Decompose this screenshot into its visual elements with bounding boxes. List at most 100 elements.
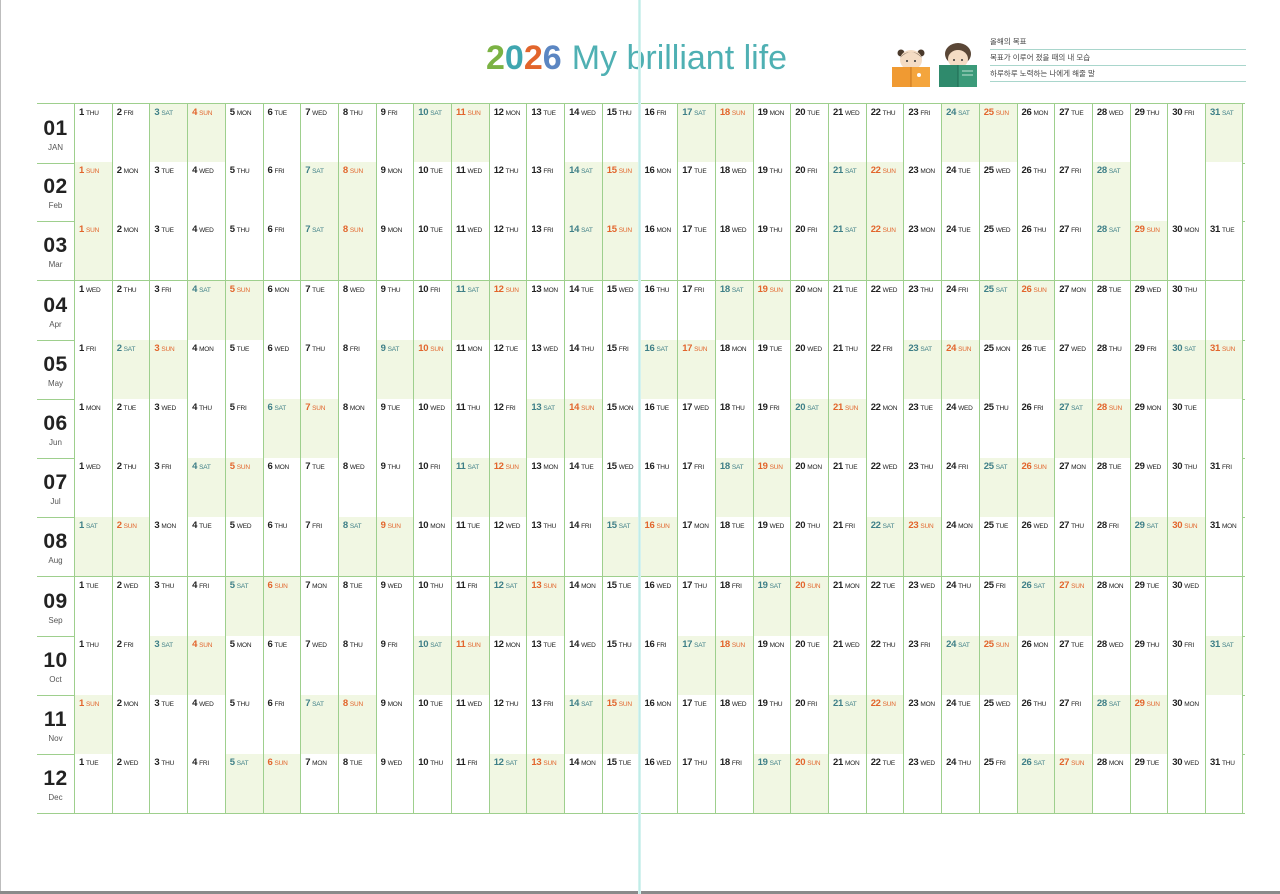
day-cell[interactable]: 22 SAT <box>865 517 904 577</box>
day-cell[interactable]: 21 SUN <box>828 399 866 458</box>
day-cell[interactable]: 31 FRI <box>1205 458 1243 518</box>
day-cell[interactable]: 20 FRI <box>790 162 829 222</box>
day-cell[interactable]: 7 WED <box>300 104 339 163</box>
day-cell[interactable]: 22 THU <box>865 635 904 695</box>
day-cell[interactable]: 2 SAT <box>111 339 150 399</box>
day-cell[interactable]: 10 FRI <box>413 458 452 518</box>
day-cell[interactable]: 8 SUN <box>337 221 376 281</box>
day-cell[interactable]: 8 TUE <box>337 576 376 636</box>
day-cell[interactable]: 22 SUN <box>865 162 904 222</box>
day-cell[interactable]: 23 WED <box>903 576 942 636</box>
day-cell[interactable]: 15 WED <box>601 280 640 340</box>
day-cell[interactable]: 20 SUN <box>790 576 829 636</box>
day-cell[interactable]: 2 FRI <box>111 635 150 695</box>
day-cell[interactable]: 25 FRI <box>978 754 1017 814</box>
day-cell[interactable]: 18 WED <box>714 162 753 222</box>
day-cell[interactable]: 21 MON <box>828 576 866 636</box>
day-cell[interactable]: 13 FRI <box>526 695 565 754</box>
day-cell[interactable]: 16 TUE <box>639 399 678 458</box>
day-cell[interactable]: 6 MON <box>262 280 301 340</box>
day-cell[interactable]: 9 MON <box>375 162 414 222</box>
day-cell[interactable]: 22 TUE <box>865 754 904 814</box>
day-cell[interactable]: 31 SAT <box>1205 635 1243 695</box>
day-cell[interactable]: 21 SAT <box>828 695 866 754</box>
day-cell[interactable]: 7 SUN <box>300 399 339 458</box>
day-cell[interactable]: 27 SUN <box>1054 754 1093 814</box>
day-cell[interactable]: 22 FRI <box>865 339 904 399</box>
day-cell[interactable]: 27 FRI <box>1054 695 1093 754</box>
day-cell[interactable]: 2 SUN <box>111 517 150 577</box>
day-cell[interactable]: 29 THU <box>1129 104 1168 163</box>
day-cell[interactable]: 9 MON <box>375 695 414 754</box>
day-cell[interactable]: 26 WED <box>1016 517 1055 577</box>
day-cell[interactable]: 17 TUE <box>677 162 716 222</box>
day-cell[interactable]: 16 MON <box>639 221 678 281</box>
day-cell[interactable]: 27 MON <box>1054 458 1093 518</box>
day-cell[interactable]: 19 SAT <box>752 576 791 636</box>
day-cell[interactable]: 17 WED <box>677 399 716 458</box>
day-cell[interactable]: 18 WED <box>714 695 753 754</box>
day-cell[interactable]: 22 THU <box>865 104 904 163</box>
day-cell[interactable]: 12 SUN <box>488 458 527 518</box>
day-cell[interactable]: 26 SUN <box>1016 458 1055 518</box>
day-cell[interactable]: 23 MON <box>903 221 942 281</box>
day-cell[interactable]: 11 WED <box>451 695 489 754</box>
day-cell[interactable]: 17 SAT <box>677 635 716 695</box>
day-cell[interactable]: 15 SUN <box>601 695 640 754</box>
day-cell[interactable]: 27 TUE <box>1054 635 1093 695</box>
day-cell[interactable]: 27 FRI <box>1054 221 1093 281</box>
day-cell[interactable]: 7 WED <box>300 635 339 695</box>
day-cell[interactable]: 24 FRI <box>941 458 980 518</box>
day-cell[interactable]: 19 THU <box>752 695 791 754</box>
day-cell[interactable]: 12 TUE <box>488 339 527 399</box>
day-cell[interactable]: 29 MON <box>1129 399 1168 458</box>
day-cell[interactable]: 1 WED <box>74 280 112 340</box>
day-cell[interactable]: 11 SAT <box>451 280 489 340</box>
day-cell[interactable]: 23 FRI <box>903 635 942 695</box>
day-cell[interactable]: 2 FRI <box>111 104 150 163</box>
day-cell[interactable]: 16 WED <box>639 576 678 636</box>
day-cell[interactable]: 4 WED <box>187 695 226 754</box>
day-cell[interactable]: 10 SUN <box>413 339 452 399</box>
day-cell[interactable]: 15 SAT <box>601 517 640 577</box>
day-cell[interactable]: 20 THU <box>790 517 829 577</box>
day-cell[interactable]: 15 TUE <box>601 576 640 636</box>
day-cell[interactable]: 13 MON <box>526 458 565 518</box>
day-cell[interactable]: 1 MON <box>74 399 112 458</box>
day-cell[interactable]: 6 THU <box>262 517 301 577</box>
day-cell[interactable]: 30 WED <box>1167 754 1206 814</box>
day-cell[interactable]: 29 SUN <box>1129 221 1168 281</box>
day-cell[interactable]: 11 SUN <box>451 635 489 695</box>
day-cell[interactable]: 26 MON <box>1016 635 1055 695</box>
day-cell[interactable]: 20 SUN <box>790 754 829 814</box>
day-cell[interactable]: 11 WED <box>451 162 489 222</box>
day-cell[interactable]: 16 FRI <box>639 635 678 695</box>
day-cell[interactable]: 5 FRI <box>224 399 263 458</box>
day-cell[interactable]: 30 THU <box>1167 280 1206 340</box>
day-cell[interactable]: 23 SUN <box>903 517 942 577</box>
day-cell[interactable]: 13 TUE <box>526 104 565 163</box>
day-cell[interactable]: 26 SAT <box>1016 754 1055 814</box>
day-cell[interactable]: 8 FRI <box>337 339 376 399</box>
day-cell[interactable]: 26 FRI <box>1016 399 1055 458</box>
day-cell[interactable]: 13 SUN <box>526 576 565 636</box>
day-cell[interactable]: 2 MON <box>111 695 150 754</box>
day-cell[interactable]: 23 MON <box>903 162 942 222</box>
day-cell[interactable]: 7 SAT <box>300 221 339 281</box>
day-cell[interactable]: 15 FRI <box>601 339 640 399</box>
day-cell[interactable]: 6 TUE <box>262 635 301 695</box>
day-cell[interactable]: 20 MON <box>790 458 829 518</box>
day-cell[interactable]: 18 SAT <box>714 458 753 518</box>
day-cell[interactable]: 14 FRI <box>564 517 603 577</box>
day-cell[interactable]: 17 TUE <box>677 695 716 754</box>
day-cell[interactable]: 1 FRI <box>74 339 112 399</box>
day-cell[interactable]: 11 FRI <box>451 754 489 814</box>
day-cell[interactable]: 18 FRI <box>714 576 753 636</box>
day-cell[interactable]: 15 THU <box>601 104 640 163</box>
day-cell[interactable]: 17 MON <box>677 517 716 577</box>
day-cell[interactable]: 4 WED <box>187 221 226 281</box>
day-cell[interactable]: 27 SUN <box>1054 576 1093 636</box>
day-cell[interactable]: 28 MON <box>1091 754 1130 814</box>
day-cell[interactable]: 22 WED <box>865 458 904 518</box>
day-cell[interactable]: 31 TUE <box>1205 221 1243 281</box>
